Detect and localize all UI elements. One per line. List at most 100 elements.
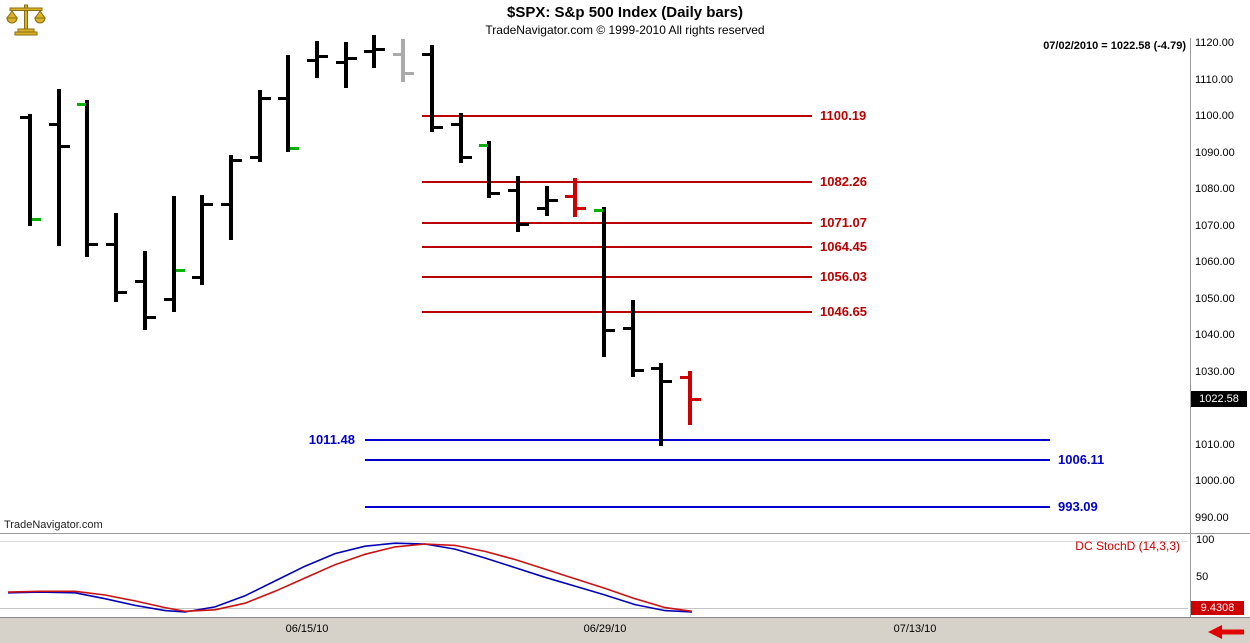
- ohlc-close-tick: [491, 192, 501, 196]
- support-label: 993.09: [1058, 499, 1098, 515]
- ohlc-bar-line: [573, 177, 578, 217]
- ohlc-bar-line: [372, 34, 377, 69]
- ohlc-open-tick: [220, 203, 230, 207]
- y-axis-tick: 1080.00: [1195, 183, 1235, 195]
- ohlc-open-tick: [680, 376, 690, 380]
- y-axis-tick: 1070.00: [1195, 219, 1235, 232]
- ohlc-bar-line: [171, 196, 176, 313]
- resistance-line: [422, 221, 812, 224]
- scroll-left-button[interactable]: [1206, 624, 1248, 640]
- ohlc-bar-line: [343, 42, 348, 89]
- ohlc-open-tick: [364, 49, 374, 53]
- last-quote-readout: 07/02/2010 = 1022.58 (-4.79): [1043, 40, 1186, 52]
- ohlc-close-tick: [261, 97, 271, 101]
- resistance-label: 1100.19: [820, 108, 867, 124]
- support-line: [365, 458, 1050, 461]
- resistance-line: [422, 115, 812, 118]
- support-line: [365, 506, 1050, 509]
- pane-separator-bottom: [0, 617, 1250, 618]
- ohlc-close-tick: [232, 159, 242, 163]
- support-label: 1011.48: [308, 432, 355, 448]
- ohlc-close-tick: [634, 368, 644, 372]
- resistance-label: 1064.45: [820, 238, 867, 254]
- indicator-value-badge: 9.4308: [1191, 601, 1244, 615]
- indicator-axis-tick: 100: [1196, 534, 1215, 546]
- ohlc-close-tick: [319, 55, 328, 59]
- x-axis-label: 07/13/10: [893, 623, 937, 635]
- support-label: 1006.11: [1058, 451, 1105, 467]
- x-axis-band: 06/15/10 06/29/10 07/13/10: [0, 618, 1250, 643]
- ohlc-close-tick: [175, 268, 185, 272]
- ohlc-close-tick: [60, 144, 70, 148]
- ohlc-open-tick: [163, 298, 173, 301]
- indicator-axis-tick: 50: [1196, 571, 1209, 583]
- ohlc-bar-line: [85, 100, 90, 258]
- resistance-line: [422, 180, 812, 183]
- y-axis-tick: 1050.00: [1195, 292, 1235, 305]
- ohlc-bar-line: [401, 38, 406, 82]
- ohlc-open-tick: [507, 188, 517, 192]
- ohlc-bar-line: [114, 212, 119, 303]
- ohlc-open-tick: [565, 194, 575, 198]
- ohlc-close-tick: [89, 243, 99, 247]
- ohlc-close-tick: [577, 206, 587, 210]
- ohlc-bar-line: [602, 207, 606, 358]
- resistance-label: 1046.65: [820, 303, 867, 319]
- ohlc-bar-line: [458, 112, 463, 163]
- ohlc-close-tick: [118, 290, 128, 294]
- ohlc-close-tick: [405, 71, 415, 75]
- ohlc-bar-line: [659, 363, 664, 447]
- indicator-label: DC StochD (14,3,3): [1075, 539, 1180, 553]
- ohlc-bar-line: [28, 114, 32, 227]
- ohlc-open-tick: [48, 122, 58, 126]
- ohlc-open-tick: [594, 208, 603, 212]
- app-logo: [6, 3, 46, 37]
- ohlc-open-tick: [278, 97, 288, 101]
- ohlc-bar-line: [429, 45, 434, 132]
- ohlc-close-tick: [32, 217, 41, 221]
- ohlc-bar-line: [515, 176, 520, 232]
- pane-separator-top: [0, 533, 1250, 534]
- resistance-line: [422, 245, 812, 248]
- ohlc-open-tick: [651, 367, 661, 371]
- ohlc-open-tick: [106, 243, 116, 247]
- y-axis-tick: 990.00: [1195, 511, 1229, 524]
- x-axis-label: 06/29/10: [583, 623, 627, 635]
- y-axis-tick: 1000.00: [1195, 475, 1235, 487]
- ohlc-open-tick: [307, 58, 316, 62]
- ohlc-bar-line: [630, 300, 635, 378]
- ohlc-open-tick: [134, 279, 144, 283]
- ohlc-close-tick: [347, 57, 357, 61]
- ohlc-open-tick: [192, 276, 202, 280]
- y-axis-tick: 1110.00: [1195, 73, 1234, 86]
- y-axis-tick: 1090.00: [1195, 146, 1235, 159]
- ohlc-close-tick: [663, 380, 673, 384]
- price-axis-separator: [1190, 38, 1191, 618]
- y-axis-tick: 1100.00: [1195, 110, 1234, 122]
- ohlc-close-tick: [376, 47, 386, 51]
- resistance-line: [422, 276, 812, 279]
- left-arrow-icon: [1208, 625, 1244, 639]
- ohlc-close-tick: [548, 198, 558, 202]
- y-axis-tick: 1010.00: [1195, 438, 1235, 451]
- watermark-text: TradeNavigator.com: [4, 519, 103, 531]
- support-line: [365, 439, 1050, 442]
- ohlc-open-tick: [249, 155, 259, 159]
- x-axis-label: 06/15/10: [285, 623, 329, 635]
- ohlc-bar-line: [544, 185, 549, 217]
- ohlc-bar-line: [688, 371, 693, 426]
- ohlc-bar-line: [286, 54, 291, 153]
- ohlc-close-tick: [462, 155, 472, 159]
- ohlc-close-tick: [692, 398, 702, 402]
- ohlc-open-tick: [421, 53, 431, 57]
- resistance-label: 1056.03: [820, 269, 867, 285]
- chart-title: $SPX: S&p 500 Index (Daily bars): [507, 4, 743, 21]
- ohlc-close-tick: [146, 316, 156, 320]
- ohlc-open-tick: [622, 327, 632, 331]
- ohlc-close-tick: [606, 328, 615, 332]
- copyright-text: TradeNavigator.com © 1999-2010 All right…: [485, 23, 765, 37]
- ohlc-bar-line: [257, 89, 262, 163]
- ohlc-open-tick: [450, 122, 460, 126]
